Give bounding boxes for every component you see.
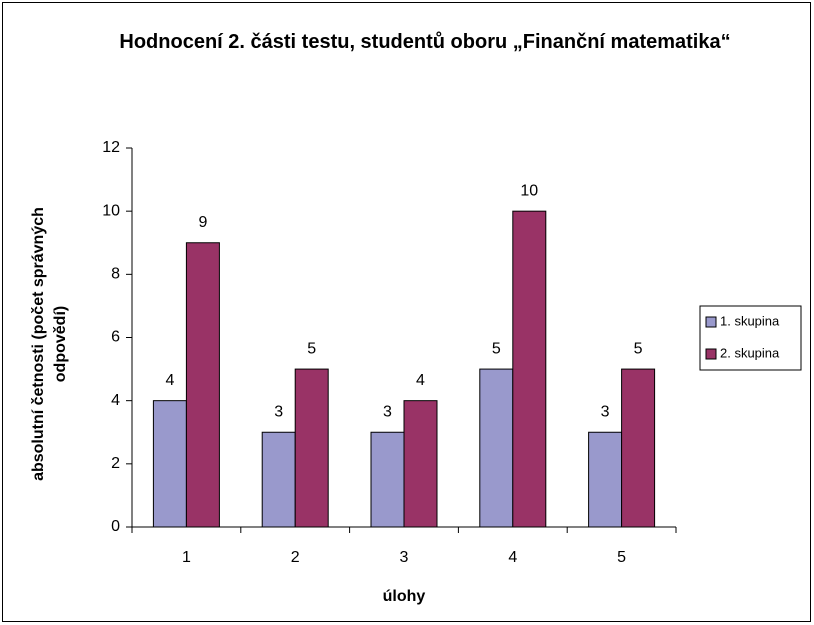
- legend-swatch: [705, 348, 717, 360]
- data-label: 5: [634, 340, 643, 357]
- x-axis-title: úlohy: [383, 588, 426, 605]
- data-label: 5: [492, 340, 501, 357]
- data-label: 3: [601, 403, 610, 420]
- y-tick-label: 0: [111, 518, 120, 535]
- data-label: 4: [416, 372, 425, 389]
- chart-title: Hodnocení 2. části testu, studentů oboru…: [119, 31, 731, 53]
- data-label: 4: [165, 372, 174, 389]
- x-tick-label: 2: [291, 549, 300, 566]
- bar: [152, 400, 187, 528]
- x-tick-label: 4: [508, 549, 517, 566]
- legend-label: 1. skupina: [720, 313, 780, 328]
- data-label: 10: [520, 182, 538, 199]
- x-tick-label: 1: [182, 549, 191, 566]
- y-tick-label: 12: [102, 139, 120, 156]
- y-tick-label: 10: [102, 202, 120, 219]
- y-tick-label: 2: [111, 455, 120, 472]
- bar: [512, 210, 547, 528]
- data-label: 9: [198, 214, 207, 231]
- y-tick-label: 4: [111, 392, 120, 409]
- bar: [294, 368, 329, 528]
- bar: [370, 431, 405, 528]
- bar: [261, 431, 296, 528]
- data-label: 5: [307, 340, 316, 357]
- bar: [403, 400, 438, 528]
- legend-label: 2. skupina: [720, 345, 780, 360]
- legend-box: [699, 305, 802, 371]
- y-tick-label: 6: [111, 329, 120, 346]
- legend-swatch: [705, 316, 717, 328]
- y-axis-title: absolutní četnosti (počet správných odpo…: [30, 207, 69, 481]
- bar: [621, 368, 656, 528]
- bar: [588, 431, 623, 528]
- y-tick-label: 8: [111, 266, 120, 283]
- data-label: 3: [274, 403, 283, 420]
- data-label: 3: [383, 403, 392, 420]
- bar: [185, 242, 220, 528]
- x-tick-label: 3: [400, 549, 409, 566]
- bar: [479, 368, 514, 528]
- x-tick-label: 5: [617, 549, 626, 566]
